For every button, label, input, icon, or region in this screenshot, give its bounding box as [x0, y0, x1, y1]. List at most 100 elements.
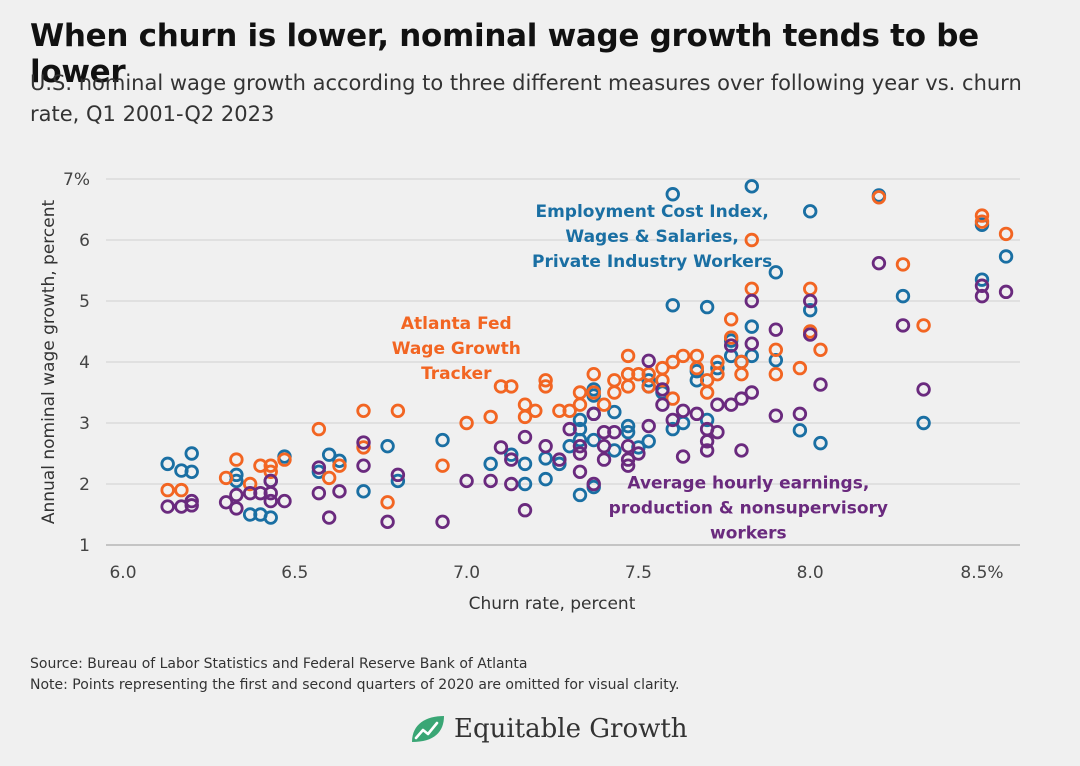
data-point	[242, 476, 258, 492]
data-point	[916, 382, 931, 397]
data-point	[871, 255, 887, 271]
data-point	[974, 272, 990, 287]
x-tick-label: 6.5	[281, 563, 308, 583]
data-point	[665, 391, 680, 406]
data-point	[699, 385, 715, 400]
data-point	[160, 456, 175, 472]
data-point	[356, 440, 371, 455]
data-point	[538, 438, 553, 454]
data-point	[689, 406, 705, 422]
data-point	[435, 458, 450, 473]
data-point	[184, 464, 199, 480]
data-point	[459, 415, 474, 431]
data-point	[699, 299, 715, 315]
data-point	[916, 415, 931, 431]
y-tick-label: 4	[79, 353, 90, 373]
data-point	[813, 342, 828, 358]
x-tick-label: 8.0	[797, 563, 824, 583]
data-point	[311, 464, 327, 480]
x-axis-title: Churn rate, percent	[469, 594, 636, 614]
data-point	[768, 342, 784, 358]
data-point	[792, 406, 808, 422]
data-point	[538, 379, 553, 394]
data-point	[311, 485, 327, 501]
grid-lines	[106, 178, 1020, 546]
data-point	[311, 460, 327, 475]
data-point	[184, 493, 199, 509]
series-annotations: Employment Cost Index, Wages & Salaries, P…	[392, 202, 888, 543]
data-point	[504, 379, 519, 394]
data-point	[744, 232, 759, 248]
data-point	[734, 367, 749, 382]
data-point	[744, 385, 759, 400]
data-point	[263, 493, 278, 509]
data-point	[723, 330, 739, 345]
data-point	[562, 421, 577, 437]
data-point	[665, 421, 680, 437]
data-point	[665, 187, 680, 202]
data-point	[665, 412, 680, 428]
chart-title: When churn is lower, nominal wage growth…	[30, 18, 979, 90]
data-point	[734, 391, 749, 406]
data-point	[792, 360, 808, 376]
data-point	[710, 354, 725, 370]
data-point	[504, 452, 519, 467]
data-point	[277, 452, 292, 467]
data-point	[311, 421, 327, 437]
data-point	[675, 348, 691, 364]
data-point	[586, 367, 601, 382]
x-tick-label: 7.5	[625, 563, 652, 583]
data-point	[607, 424, 622, 440]
data-point	[998, 249, 1014, 264]
y-axis-title: Annual nominal wage growth, percent	[39, 200, 59, 525]
data-point	[380, 495, 395, 510]
growth-leaf-icon	[412, 716, 444, 742]
data-point	[321, 447, 337, 462]
source-notes: Source: Bureau of Labor Statistics and F…	[30, 654, 679, 696]
x-tick-label: 7.0	[453, 563, 480, 583]
scatter-chart: 1 2 3 4 5 6 7% 6.0 6.5 7.0 7.5 8.0 8.5% Employment …	[39, 170, 1020, 614]
data-point	[675, 449, 691, 464]
data-point	[356, 458, 371, 473]
data-point	[596, 397, 612, 412]
data-point	[641, 418, 656, 434]
data-point	[734, 443, 749, 458]
data-point	[665, 298, 680, 313]
data-point	[620, 438, 636, 454]
data-point	[483, 409, 498, 425]
data-point	[218, 470, 234, 486]
data-point	[263, 510, 278, 525]
series-label-2: Atlanta Fed Wage Growth Tracker	[392, 314, 521, 384]
data-point	[390, 467, 406, 483]
data-point	[803, 204, 818, 219]
data-point	[184, 498, 199, 513]
data-point	[483, 456, 498, 472]
data-point	[895, 318, 911, 333]
data-point	[435, 432, 450, 448]
data-point	[356, 403, 371, 419]
x-tick-label: 8.5%	[960, 563, 1003, 583]
data-point	[229, 487, 244, 503]
data-point	[517, 476, 533, 492]
data-point	[655, 382, 670, 397]
data-point	[620, 458, 636, 473]
data-point	[517, 429, 533, 445]
data-point	[263, 473, 278, 489]
data-point	[517, 397, 533, 412]
data-point	[871, 190, 887, 205]
data-point	[768, 265, 784, 280]
data-point	[160, 499, 175, 514]
data-point	[332, 484, 347, 499]
data-point	[792, 423, 808, 438]
data-point	[596, 452, 612, 467]
data-point	[723, 338, 739, 353]
data-point	[218, 495, 234, 510]
data-point	[586, 476, 601, 492]
data-point	[517, 503, 533, 518]
data-point	[538, 471, 553, 487]
data-point	[321, 510, 337, 525]
data-point	[435, 514, 450, 530]
data-point	[803, 281, 818, 297]
data-point	[641, 373, 656, 388]
source-text: Source: Bureau of Labor Statistics and F…	[30, 656, 528, 672]
